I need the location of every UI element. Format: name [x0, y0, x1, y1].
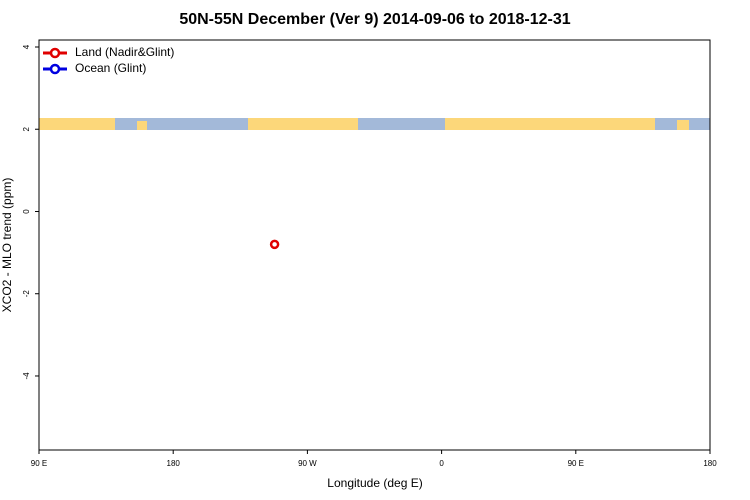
legend-marker [49, 63, 61, 75]
y-tick-label: 4 [22, 44, 31, 49]
legend-marker [49, 47, 61, 59]
chart-title: 50N-55N December (Ver 9) 2014-09-06 to 2… [179, 11, 570, 28]
x-tick-label: 180 [167, 459, 181, 468]
x-tick-label: 90 E [568, 459, 584, 468]
land-ocean-strip [39, 118, 710, 130]
x-tick-label: 90 E [31, 459, 47, 468]
x-tick-label: 90 W [298, 459, 317, 468]
point [269, 239, 280, 250]
plot-frame [38, 39, 711, 451]
legend-label: Land (Nadir&Glint) [75, 45, 174, 59]
x-tick-label: 180 [703, 459, 717, 468]
y-tick-label: 0 [22, 209, 31, 214]
x-tick-label: 0 [439, 459, 444, 468]
y-axis-label: XCO2 - MLO trend (ppm) [0, 178, 14, 313]
y-tick-label: 2 [22, 126, 31, 131]
y-tick-label: -4 [22, 372, 31, 380]
legend-label: Ocean (Glint) [75, 61, 146, 75]
y-tick-label: -2 [22, 290, 31, 298]
x-axis-label: Longitude (deg E) [327, 476, 422, 490]
